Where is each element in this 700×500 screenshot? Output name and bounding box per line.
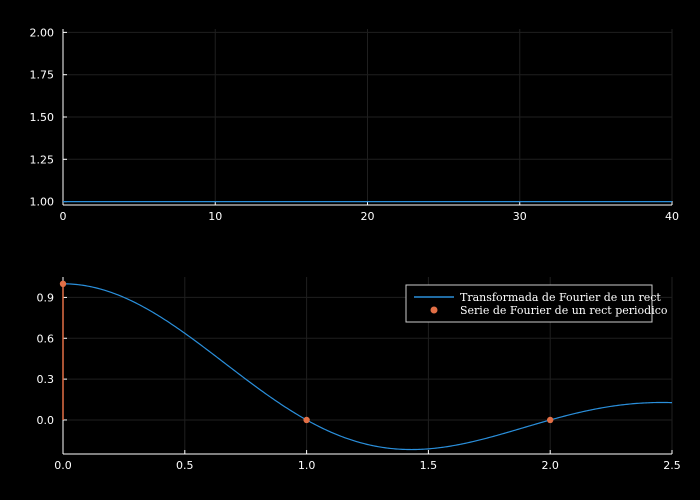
bottom-x-tick-label-2: 1.0 xyxy=(298,459,316,472)
top-y-ticks: 1.00 1.25 1.50 1.75 2.00 xyxy=(30,26,67,209)
top-y-tick-label-0: 1.00 xyxy=(30,196,55,209)
bottom-sinc-line xyxy=(62,283,673,451)
top-x-tick-label-0: 0 xyxy=(60,210,67,223)
legend-point-swatch xyxy=(430,306,438,314)
bottom-point-2 xyxy=(547,416,554,424)
top-y-tick-label-2: 1.50 xyxy=(30,111,55,124)
top-x-tick-label-2: 20 xyxy=(361,210,375,223)
bottom-series xyxy=(59,280,673,451)
bottom-x-tick-label-0: 0.0 xyxy=(54,459,72,472)
bottom-x-ticks: 0.0 0.5 1.0 1.5 2.0 2.5 xyxy=(54,450,681,472)
bottom-chart: 0.0 0.5 1.0 1.5 2.0 2.5 0.0 0.3 0.6 0.9 Transfor… xyxy=(37,277,681,472)
bottom-y-tick-label-1: 0.3 xyxy=(37,373,55,386)
bottom-point-0 xyxy=(59,280,67,288)
top-x-tick-label-4: 40 xyxy=(665,210,679,223)
bottom-x-tick-label-4: 2.0 xyxy=(541,459,559,472)
legend: Transformada de Fourier de un rect Serie… xyxy=(405,284,668,323)
bottom-y-tick-label-3: 0.9 xyxy=(37,291,55,304)
top-y-tick-label-3: 1.75 xyxy=(30,69,55,82)
top-x-ticks: 0 10 20 30 40 xyxy=(60,201,679,223)
top-y-tick-label-4: 2.00 xyxy=(30,26,55,39)
bottom-point-1 xyxy=(303,416,310,424)
bottom-x-tick-label-1: 0.5 xyxy=(176,459,194,472)
top-x-tick-label-3: 30 xyxy=(513,210,527,223)
bottom-y-tick-label-0: 0.0 xyxy=(37,414,55,427)
legend-label-points: Serie de Fourier de un rect periodico xyxy=(460,304,668,317)
legend-box xyxy=(405,284,653,323)
bottom-x-tick-label-5: 2.5 xyxy=(663,459,681,472)
bottom-y-tick-label-2: 0.6 xyxy=(37,332,55,345)
top-y-tick-label-1: 1.25 xyxy=(30,153,55,166)
legend-label-line: Transformada de Fourier de un rect xyxy=(460,291,661,304)
bottom-x-tick-label-3: 1.5 xyxy=(420,459,438,472)
bottom-y-ticks: 0.0 0.3 0.6 0.9 xyxy=(37,291,67,427)
bottom-grid xyxy=(62,277,673,454)
top-x-tick-label-1: 10 xyxy=(208,210,222,223)
top-chart: 0 10 20 30 40 1.00 1.25 1.50 1.75 2.00 xyxy=(30,26,680,223)
